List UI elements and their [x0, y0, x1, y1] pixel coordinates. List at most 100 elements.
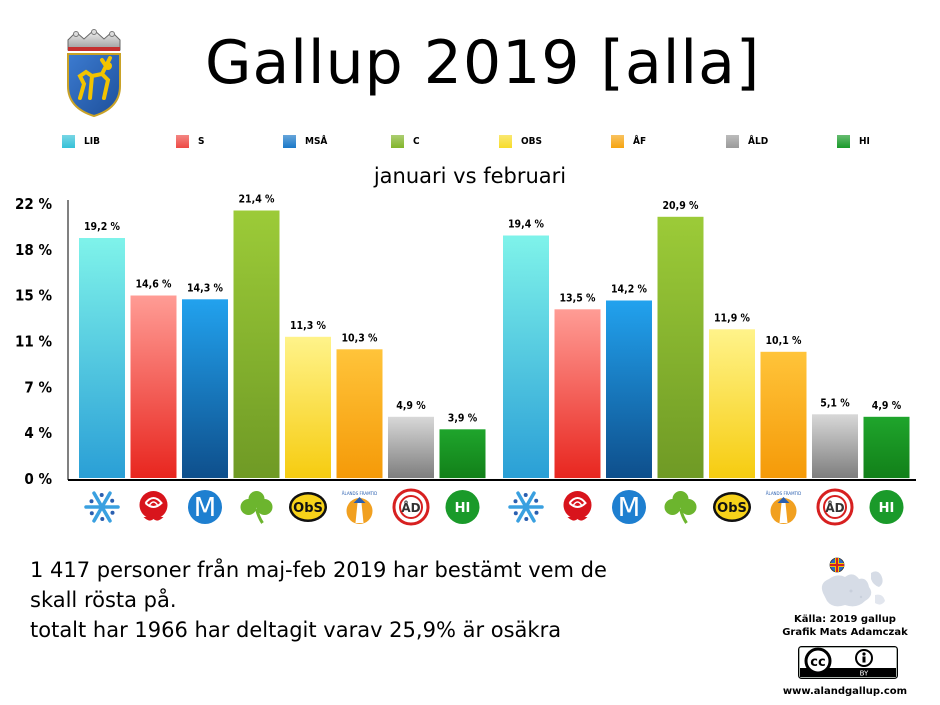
rose-icon [563, 491, 592, 521]
svg-text:M: M [194, 493, 216, 523]
bar-åld-2 [812, 414, 858, 478]
svg-text:M: M [618, 493, 640, 523]
bar-åf-2 [760, 351, 807, 479]
legend-label: LIB [84, 135, 100, 147]
bar-c-2 [657, 216, 704, 479]
bar-value-label: 11,9 % [714, 312, 751, 324]
bar-lib-2 [503, 235, 549, 478]
coat-of-arms-icon [67, 29, 121, 118]
chart-legend: LIB S MSÅ C OBS ÅF ÅLD HI [62, 133, 922, 151]
rose-icon [139, 491, 168, 521]
svg-text:ObS: ObS [717, 501, 747, 516]
ald-logo-icon: ÅD [816, 488, 854, 526]
ald-logo-icon: ÅD [392, 488, 430, 526]
legend-item-c: C [391, 133, 420, 149]
bar-value-label: 10,1 % [765, 335, 802, 347]
bar-s-1 [130, 295, 177, 478]
legend-label: ÅF [633, 135, 647, 147]
legend-item-hi: HI [837, 133, 870, 149]
note-line-2: skall rösta på. [30, 588, 177, 612]
legend-item-åld: ÅLD [726, 133, 768, 149]
source-line-1: Källa: 2019 gallup [794, 614, 896, 625]
aland-framat-icon: ÅLANDS FRAMTID [342, 491, 377, 524]
m-logo-icon: M [612, 490, 646, 524]
clover-icon [240, 491, 273, 524]
bar-mså-2 [606, 300, 652, 478]
legend-label: OBS [521, 135, 542, 147]
note-line-1: 1 417 personer från maj-feb 2019 har bes… [30, 558, 607, 582]
legend-swatch [62, 134, 75, 148]
source-line-2: Grafik Mats Adamczak [782, 627, 908, 638]
cc-by-badge: cc BY [798, 646, 898, 679]
bar-obs-1 [285, 336, 331, 479]
bar-value-label: 11,3 % [290, 320, 327, 332]
y-tick-label: 0 % [24, 470, 52, 488]
y-tick-label: 11 % [15, 333, 52, 351]
legend-swatch [391, 134, 404, 148]
bar-c-1 [233, 210, 280, 478]
page-title: Gallup 2019 [alla] [205, 28, 761, 98]
snowflake-icon [84, 491, 120, 523]
svg-text:HI: HI [879, 501, 895, 516]
legend-item-åf: ÅF [611, 133, 646, 149]
bar-value-label: 14,2 % [611, 284, 648, 296]
legend-label: ÅLD [748, 135, 769, 147]
bar-obs-2 [709, 329, 755, 479]
bar-value-label: 14,6 % [135, 279, 172, 291]
legend-label: C [413, 135, 420, 147]
clover-icon [664, 491, 697, 524]
bar-åf-1 [336, 349, 383, 479]
bar-value-label: 4,9 % [872, 400, 902, 412]
obs-logo-icon: ObS [713, 492, 751, 522]
survey-note: 1 417 personer från maj-feb 2019 har bes… [30, 555, 607, 645]
legend-label: MSÅ [305, 135, 328, 147]
legend-label: S [198, 135, 205, 147]
legend-swatch [611, 134, 624, 148]
cc-by-text: BY [860, 670, 869, 678]
svg-text:ObS: ObS [293, 501, 323, 516]
legend-swatch [283, 134, 296, 148]
legend-item-mså: MSÅ [283, 133, 327, 149]
bar-hi-1 [439, 429, 486, 479]
bar-s-2 [554, 309, 601, 479]
aland-map-icon [821, 557, 885, 607]
hi-logo-icon: HI [869, 490, 904, 524]
bar-value-label: 20,9 % [662, 200, 699, 212]
m-logo-icon: M [188, 490, 222, 524]
bar-value-label: 5,1 % [820, 397, 850, 409]
bar-lib-1 [79, 238, 125, 478]
bar-value-label: 19,4 % [508, 219, 545, 231]
legend-swatch [499, 134, 512, 148]
cc-text: cc [810, 655, 825, 670]
y-tick-label: 18 % [15, 241, 52, 259]
svg-text:ÅLANDS FRAMTID: ÅLANDS FRAMTID [342, 491, 377, 496]
y-tick-label: 22 % [15, 195, 52, 213]
bar-mså-1 [182, 299, 228, 479]
bar-value-label: 3,9 % [448, 412, 478, 424]
bar-value-label: 10,3 % [341, 332, 378, 344]
y-tick-label: 15 % [15, 287, 52, 305]
note-line-3: totalt har 1966 har deltagit varav 25,9%… [30, 618, 562, 642]
obs-logo-icon: ObS [289, 492, 327, 522]
svg-text:ÅD: ÅD [401, 500, 420, 515]
bar-value-label: 21,4 % [238, 194, 275, 206]
bar-åld-1 [388, 416, 434, 479]
legend-item-lib: LIB [62, 133, 100, 149]
website-url: www.alandgallup.com [782, 686, 908, 697]
bar-value-label: 14,3 % [187, 282, 224, 294]
legend-label: HI [859, 135, 870, 147]
svg-text:HI: HI [455, 501, 471, 516]
svg-text:ÅLANDS FRAMTID: ÅLANDS FRAMTID [766, 491, 801, 496]
y-tick-label: 4 % [24, 424, 52, 442]
bar-hi-2 [863, 416, 910, 479]
hi-logo-icon: HI [445, 490, 480, 524]
svg-text:ÅD: ÅD [825, 500, 844, 515]
legend-swatch [176, 134, 189, 148]
bar-value-label: 13,5 % [559, 292, 596, 304]
legend-item-obs: OBS [499, 133, 542, 149]
legend-swatch [837, 134, 850, 148]
chart-subtitle: januari vs februari [373, 164, 567, 188]
legend-swatch [726, 134, 739, 148]
source-credit: Källa: 2019 gallup Grafik Mats Adamczak [770, 613, 920, 639]
aland-framat-icon: ÅLANDS FRAMTID [766, 491, 801, 524]
